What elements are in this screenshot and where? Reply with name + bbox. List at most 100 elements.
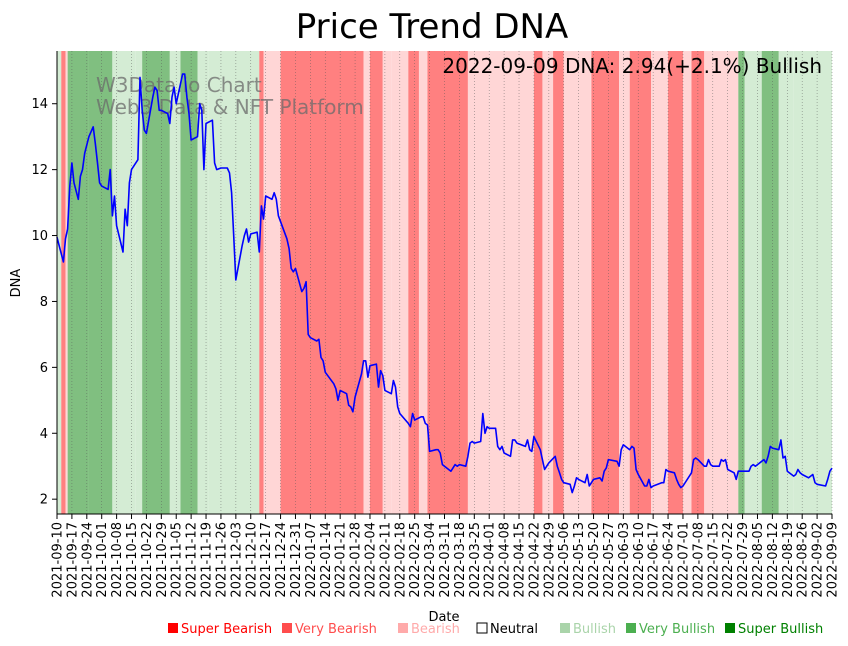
sentiment-band-bullish — [57, 51, 62, 514]
x-tick-label: 2021-12-24 — [274, 522, 289, 598]
x-tick-label: 2021-10-08 — [110, 522, 125, 598]
x-tick-label: 2022-08-19 — [781, 522, 796, 598]
sentiment-band-bearish — [65, 51, 68, 514]
x-tick-label: 2022-02-11 — [378, 522, 393, 598]
x-tick-label: 2021-12-03 — [229, 522, 244, 598]
legend-swatch — [560, 623, 570, 633]
sentiment-band-very-bearish — [629, 51, 652, 514]
sentiment-band-bearish — [263, 51, 281, 514]
sentiment-band-bullish — [744, 51, 762, 514]
sentiment-band-bullish — [208, 51, 260, 514]
sentiment-band-bullish — [793, 51, 832, 514]
sentiment-band-bearish — [418, 51, 428, 514]
x-tick-label: 2021-10-01 — [95, 522, 110, 598]
x-tick-label: 2021-12-31 — [289, 522, 304, 598]
legend-label: Very Bearish — [295, 622, 377, 637]
x-tick-label: 2022-08-26 — [796, 522, 811, 598]
sentiment-band-very-bullish — [67, 51, 89, 514]
x-tick-label: 2022-08-05 — [751, 522, 766, 598]
x-tick-label: 2022-03-11 — [438, 522, 453, 598]
series-line-dna-price — [56, 73, 833, 494]
sentiment-band-very-bearish — [668, 51, 683, 514]
legend-swatch — [398, 623, 408, 633]
sentiment-band-bullish — [169, 51, 181, 514]
legend-swatch — [168, 623, 178, 633]
y-tick-label: 8 — [40, 295, 48, 310]
y-axis-ticks: 2 4 6 8 10 12 14 — [31, 97, 57, 508]
x-tick-label: 2022-03-04 — [423, 522, 438, 598]
sentiment-band-bearish — [651, 51, 669, 514]
x-tick-label: 2022-04-22 — [527, 522, 542, 598]
x-tick-label: 2022-07-22 — [721, 522, 736, 598]
y-tick-label: 2 — [40, 493, 48, 508]
x-tick-label: 2022-03-25 — [468, 522, 483, 598]
x-tick-label: 2022-04-08 — [498, 522, 513, 598]
x-tick-label: 2022-01-28 — [349, 522, 364, 598]
x-tick-label: 2021-11-26 — [214, 522, 229, 598]
sentiment-band-very-bearish — [280, 51, 364, 514]
legend: Super Bearish Very Bearish Bearish Neutral B… — [168, 622, 823, 637]
sentiment-band-very-bearish — [533, 51, 543, 514]
x-tick-label: 2022-01-21 — [334, 522, 349, 598]
x-tick-label: 2021-11-05 — [170, 522, 185, 598]
sentiment-band-bullish — [197, 51, 209, 514]
legend-label: Bullish — [573, 622, 616, 637]
x-tick-label: 2021-11-19 — [200, 522, 215, 598]
sentiment-band-bearish — [563, 51, 592, 514]
watermark-line-2: Web3 Data & NFT Platform — [96, 95, 364, 119]
chart-title: Price Trend DNA — [296, 7, 568, 47]
sentiment-band-very-bullish — [761, 51, 779, 514]
x-tick-label: 2022-05-20 — [587, 522, 602, 598]
x-tick-label: 2021-12-10 — [244, 522, 259, 598]
sentiment-band-very-bullish — [738, 51, 745, 514]
x-tick-label: 2022-04-01 — [483, 522, 498, 598]
last-value-annotation: 2022-09-09 DNA: 2.94(+2.1%) Bullish — [442, 54, 822, 78]
sentiment-band-bearish — [467, 51, 490, 514]
sentiment-band-bearish — [704, 51, 739, 514]
legend-label: Super Bullish — [738, 622, 823, 637]
vertical-gridlines — [56, 51, 833, 514]
x-tick-label: 2022-07-01 — [676, 522, 691, 598]
x-tick-label: 2022-07-29 — [736, 522, 751, 598]
sentiment-bands — [57, 51, 832, 514]
sentiment-band-bearish — [619, 51, 630, 514]
x-tick-label: 2022-02-04 — [363, 522, 378, 598]
sentiment-band-bearish — [363, 51, 370, 514]
y-tick-label: 14 — [31, 97, 48, 112]
x-tick-label: 2022-05-06 — [557, 522, 572, 598]
x-tick-label: 2022-06-10 — [632, 522, 647, 598]
sentiment-band-very-bullish — [180, 51, 198, 514]
legend-swatch — [282, 623, 292, 633]
x-tick-label: 2022-05-27 — [602, 522, 617, 598]
x-tick-label: 2021-09-24 — [80, 522, 95, 598]
sentiment-band-bearish — [542, 51, 554, 514]
sentiment-band-bearish — [382, 51, 392, 514]
x-tick-label: 2022-02-25 — [408, 522, 423, 598]
sentiment-band-very-bearish — [553, 51, 564, 514]
sentiment-band-very-bearish — [61, 51, 66, 514]
x-tick-label: 2022-06-17 — [647, 522, 662, 598]
x-tick-label: 2022-04-15 — [513, 522, 528, 598]
x-tick-label: 2022-07-08 — [691, 522, 706, 598]
sentiment-band-bullish — [112, 51, 136, 514]
x-tick-label: 2022-02-18 — [393, 522, 408, 598]
sentiment-band-very-bearish — [591, 51, 620, 514]
legend-label: Very Bullish — [639, 622, 715, 637]
price-series — [56, 73, 833, 494]
x-tick-label: 2022-04-29 — [542, 522, 557, 598]
sentiment-band-bullish — [135, 51, 143, 514]
y-tick-label: 12 — [31, 163, 48, 178]
x-tick-label: 2022-01-14 — [319, 522, 334, 598]
sentiment-band-very-bearish — [369, 51, 383, 514]
x-tick-label: 2021-09-10 — [51, 522, 66, 598]
x-tick-label: 2021-09-17 — [65, 522, 80, 598]
x-tick-label: 2021-10-29 — [155, 522, 170, 598]
y-tick-label: 10 — [31, 229, 48, 244]
sentiment-band-bearish — [682, 51, 692, 514]
x-tick-label: 2022-01-07 — [304, 522, 319, 598]
x-axis-ticks: 2021-09-10 2021-09-17 2021-09-24 2021-10-01… — [51, 514, 841, 598]
x-tick-label: 2022-08-12 — [766, 522, 781, 598]
legend-label: Neutral — [490, 622, 538, 637]
y-axis-label: DNA — [9, 269, 24, 298]
